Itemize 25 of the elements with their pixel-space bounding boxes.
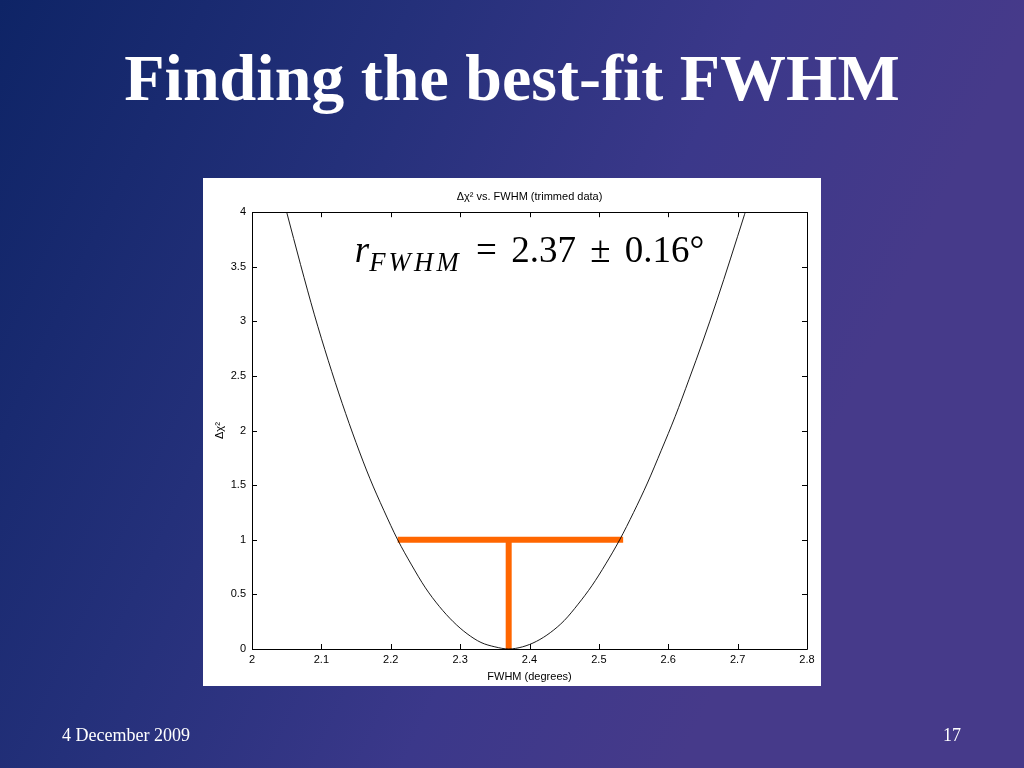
x-tick-label: 2.3 [452, 652, 468, 665]
annotation: r$_{FWHM}$ = 2.37 ± 0.16° [353, 229, 706, 278]
y-tick-label: 4 [239, 205, 246, 218]
x-tick-label: 2.4 [521, 652, 538, 665]
x-tick-label: 2.1 [313, 652, 330, 665]
chart-subtitle: Δχ² vs. FWHM (trimmed data) [456, 189, 603, 202]
x-axis-title: FWHM (degrees) [487, 670, 572, 683]
y-tick-label: 2.5 [230, 369, 246, 382]
chart-title: Finding the best-fit FWHM [123, 41, 901, 114]
y-tick-label: 3 [239, 314, 246, 327]
x-tick-label: 2.2 [383, 652, 399, 665]
x-tick-label: 2.6 [660, 652, 676, 665]
text: 17 [943, 725, 961, 745]
y-tick-label: 3.5 [230, 259, 246, 272]
text: 4 December 2009 [62, 725, 190, 745]
y-tick-label: 1 [239, 532, 246, 545]
y-axis-title: Δχ² [212, 421, 225, 439]
y-tick-label: 2 [239, 423, 246, 436]
x-tick-label: 2.8 [799, 652, 815, 665]
y-tick-label: 0 [239, 642, 246, 655]
x-tick-label: 2 [248, 652, 256, 665]
y-tick-label: 0.5 [230, 587, 246, 600]
x-tick-label: 2.7 [729, 652, 746, 665]
x-tick-label: 2.5 [591, 652, 607, 665]
y-tick-label: 1.5 [230, 478, 246, 491]
